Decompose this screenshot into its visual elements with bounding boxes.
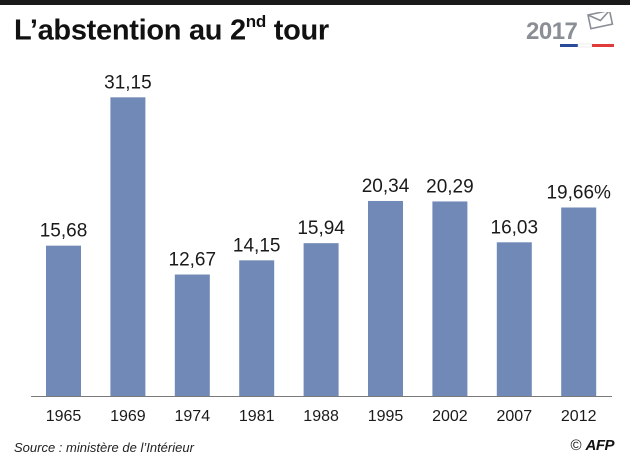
x-tick-label: 2002 [432,408,468,425]
value-label: 19,66% [546,182,611,203]
x-tick-label: 1988 [303,408,339,425]
x-tick-label: 1969 [110,408,146,425]
x-tick-label: 1965 [46,408,82,425]
bar-1988 [303,243,339,396]
bar-1965 [46,245,81,396]
afp-logo: AFP [585,437,615,454]
value-label: 16,03 [491,217,539,238]
x-tick-label: 1995 [368,408,404,425]
value-label: 12,67 [169,250,217,271]
ballot-envelope-icon [560,12,614,48]
value-label: 20,29 [426,176,474,197]
bar-2002 [432,201,468,396]
election-2017-logo: 2017 [526,12,618,54]
page-title: L’abstention au 2nd tour [14,12,329,47]
copyright-symbol: © [570,437,582,454]
bar-2007 [496,242,532,396]
top-rule [0,0,630,5]
x-tick-label: 1981 [239,408,275,425]
source-note: Source : ministère de l’Intérieur [14,440,194,455]
copyright-credit: © AFP [570,437,614,454]
value-label: 20,34 [362,176,410,197]
value-label: 31,15 [104,72,152,93]
bar-2012 [561,207,597,396]
x-tick-label: 2007 [497,408,533,425]
bar-1981 [239,260,275,396]
bar-1974 [174,274,210,396]
bar-1969 [110,97,146,396]
value-label: 15,94 [297,218,345,239]
logo-year: 2017 [526,18,578,45]
value-label: 14,15 [233,235,281,256]
value-label: 15,68 [40,221,88,242]
bar-1995 [368,200,403,396]
x-tick-label: 1974 [175,408,211,425]
x-tick-label: 2012 [561,408,597,425]
